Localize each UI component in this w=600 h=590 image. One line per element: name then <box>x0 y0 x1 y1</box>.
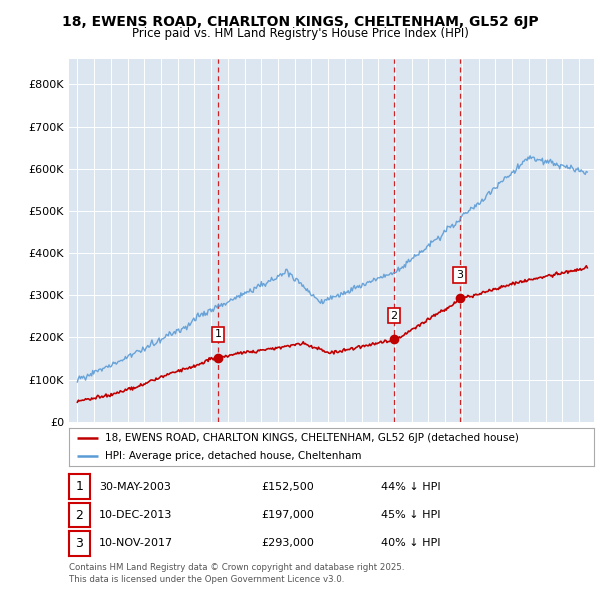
Text: 2: 2 <box>391 310 398 320</box>
Text: £152,500: £152,500 <box>261 482 314 491</box>
Text: HPI: Average price, detached house, Cheltenham: HPI: Average price, detached house, Chel… <box>105 451 361 461</box>
Text: 10-DEC-2013: 10-DEC-2013 <box>99 510 172 520</box>
Text: 45% ↓ HPI: 45% ↓ HPI <box>381 510 440 520</box>
Text: 18, EWENS ROAD, CHARLTON KINGS, CHELTENHAM, GL52 6JP: 18, EWENS ROAD, CHARLTON KINGS, CHELTENH… <box>62 15 538 30</box>
Text: Contains HM Land Registry data © Crown copyright and database right 2025.
This d: Contains HM Land Registry data © Crown c… <box>69 563 404 584</box>
Text: 3: 3 <box>76 537 83 550</box>
Text: 18, EWENS ROAD, CHARLTON KINGS, CHELTENHAM, GL52 6JP (detached house): 18, EWENS ROAD, CHARLTON KINGS, CHELTENH… <box>105 434 518 444</box>
Text: £293,000: £293,000 <box>261 539 314 548</box>
Text: 1: 1 <box>76 480 83 493</box>
Text: 3: 3 <box>456 270 463 280</box>
Text: Price paid vs. HM Land Registry's House Price Index (HPI): Price paid vs. HM Land Registry's House … <box>131 27 469 40</box>
Text: 40% ↓ HPI: 40% ↓ HPI <box>381 539 440 548</box>
Text: 30-MAY-2003: 30-MAY-2003 <box>99 482 171 491</box>
Text: 10-NOV-2017: 10-NOV-2017 <box>99 539 173 548</box>
Text: 2: 2 <box>76 509 83 522</box>
Text: 44% ↓ HPI: 44% ↓ HPI <box>381 482 440 491</box>
Text: 1: 1 <box>214 329 221 339</box>
Text: £197,000: £197,000 <box>261 510 314 520</box>
